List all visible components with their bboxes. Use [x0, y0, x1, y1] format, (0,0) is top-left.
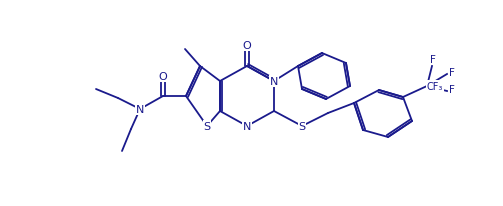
Text: CF₃: CF₃ [427, 82, 443, 91]
Text: F: F [449, 68, 455, 78]
Text: O: O [158, 72, 167, 82]
Text: N: N [136, 104, 144, 115]
Text: F: F [430, 55, 436, 65]
Text: F: F [449, 85, 455, 95]
Text: N: N [243, 121, 251, 131]
Text: S: S [203, 121, 211, 131]
Text: O: O [242, 41, 252, 51]
Text: N: N [270, 77, 278, 87]
Text: S: S [298, 121, 305, 131]
